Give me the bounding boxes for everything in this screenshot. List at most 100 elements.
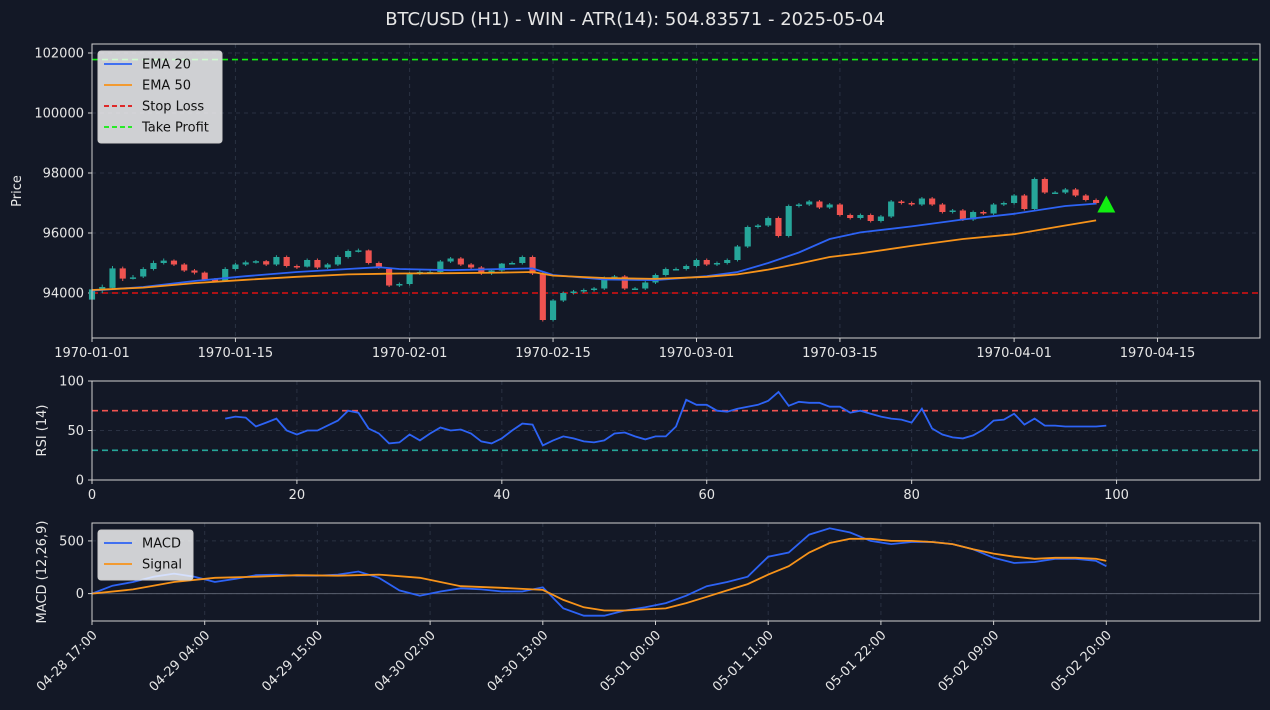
candle-body (252, 261, 260, 263)
candle-body (437, 261, 444, 272)
rsi-ytick-label: 0 (76, 474, 84, 489)
candle-body (242, 262, 249, 265)
rsi-line (225, 390, 1107, 447)
rsi-xtick-label: 60 (698, 488, 715, 503)
rsi-ytick-label: 50 (67, 424, 84, 439)
candle-body (621, 276, 628, 289)
candle-body (549, 300, 557, 320)
candle-body (857, 215, 864, 218)
candle-body (201, 272, 208, 280)
candle-body (642, 282, 649, 289)
macd-ytick-label: 500 (59, 534, 84, 549)
price-xtick-label: 1970-01-15 (198, 346, 274, 361)
candle-body (160, 260, 167, 263)
rsi-frame (91, 380, 1261, 481)
candle-body (560, 293, 567, 301)
candle-body (355, 250, 362, 252)
candle-body (304, 260, 311, 267)
macd-frame (91, 522, 1261, 622)
candle-body (959, 210, 966, 220)
candle-body (211, 279, 219, 281)
price-ylabel: Price (10, 175, 25, 207)
candle-body (939, 204, 946, 212)
legend-label: Signal (142, 558, 182, 573)
price-ytick-label: 100000 (34, 107, 84, 122)
rsi-xtick-label: 20 (289, 488, 306, 503)
candle-body (1011, 195, 1018, 203)
candle-body (1082, 195, 1089, 200)
legend-label: EMA 50 (142, 79, 191, 94)
candle-body (1072, 189, 1079, 196)
price-xtick-label: 1970-03-15 (802, 346, 878, 361)
candle-body (826, 204, 833, 208)
candle-body (949, 210, 956, 212)
candle-body (611, 276, 618, 278)
candle-body (508, 263, 516, 265)
candle-body (1000, 203, 1007, 205)
candle-body (140, 269, 147, 277)
candle-body (478, 267, 485, 274)
candle-body (99, 287, 106, 290)
candle-body (908, 203, 915, 205)
price-ytick-label: 96000 (43, 227, 84, 242)
candle-body (109, 268, 116, 288)
rsi-xtick-label: 80 (903, 488, 920, 503)
candle-body (457, 258, 464, 265)
rsi-panel: 0 50 100 0 20 40 60 80 100 RSI (14) (35, 375, 1261, 503)
candle-body (836, 204, 844, 215)
candle-body (283, 257, 290, 266)
candle-body (406, 273, 413, 284)
candle-body (129, 277, 137, 279)
candle-body (816, 201, 823, 208)
legend-label: Stop Loss (142, 100, 204, 115)
candle-body (191, 270, 198, 273)
candle-body (898, 201, 905, 203)
candle-body (324, 264, 331, 268)
candle-body (601, 278, 608, 289)
candle-body (1031, 179, 1038, 209)
candle-body (150, 263, 157, 269)
candle-body (232, 264, 239, 269)
candle-body (314, 260, 321, 268)
candle-body (170, 260, 178, 265)
candle-body (263, 261, 270, 265)
candle-body (590, 288, 598, 290)
candle-body (222, 269, 229, 281)
candle-body (529, 257, 536, 274)
candle-body (734, 246, 741, 260)
entry-marker-triangle (1097, 195, 1116, 213)
candle-body (662, 269, 669, 275)
candle-body (806, 201, 813, 205)
candle-body (693, 260, 700, 266)
candle-body (1092, 200, 1100, 203)
price-xtick-label: 1970-02-15 (515, 346, 591, 361)
candle-body (386, 269, 393, 286)
candle-body (539, 273, 546, 320)
candle-body (365, 250, 372, 263)
candle-body (1041, 179, 1048, 193)
candle-body (754, 225, 762, 227)
candle-body (980, 212, 987, 214)
price-ytick-label: 94000 (43, 287, 84, 302)
price-xtick-label: 1970-04-01 (976, 346, 1052, 361)
macd-ytick-label: 0 (76, 587, 84, 602)
legend-label: Take Profit (141, 121, 209, 136)
candle-body (334, 257, 341, 265)
candle-body (468, 264, 475, 268)
price-xtick-label: 1970-04-15 (1120, 346, 1196, 361)
candle-body (570, 291, 577, 293)
candle-body (447, 258, 454, 262)
candle-body (1021, 195, 1028, 209)
candle-body (918, 198, 925, 205)
candle-body (847, 215, 854, 218)
candle-body (765, 218, 772, 226)
candle-body (785, 206, 792, 236)
candle-body (498, 263, 505, 271)
ema20-line (91, 202, 1097, 292)
candle-body (929, 198, 936, 205)
legend-box (97, 50, 223, 144)
candle-body (1062, 189, 1069, 193)
candle-body (888, 201, 895, 217)
rsi-ytick-label: 100 (59, 375, 84, 390)
